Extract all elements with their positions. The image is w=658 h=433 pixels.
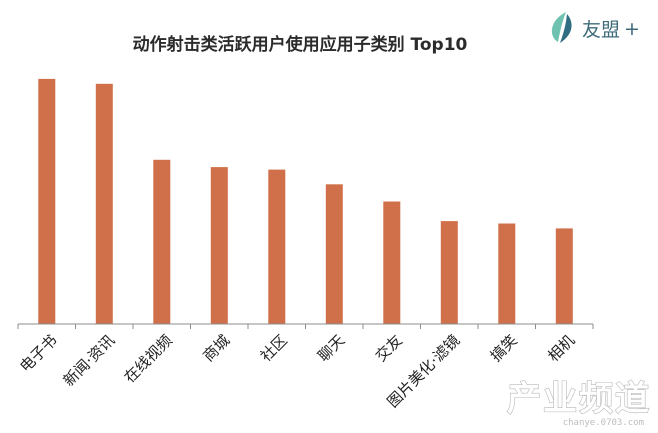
logo-wordmark: 友盟 (582, 19, 620, 41)
x-tick-label: 聊天 (314, 331, 348, 365)
bar-0 (38, 78, 56, 325)
watermark-url: chanye.0703.com (563, 418, 644, 428)
x-tick-label: 新闻·资讯 (60, 331, 119, 390)
x-axis (17, 323, 594, 329)
bar-6 (383, 201, 401, 324)
bar-2 (153, 159, 171, 324)
x-tick-label: 商城 (199, 331, 233, 365)
watermark: 产业频道 chanye.0703.com (506, 378, 651, 428)
x-tick-label: 交友 (372, 331, 406, 365)
bar-3 (210, 167, 228, 324)
watermark-text: 产业频道 (507, 379, 651, 419)
x-tick-label: 相机 (544, 331, 578, 365)
x-tick-label: 在线视频 (121, 331, 176, 386)
bar-7 (440, 221, 458, 324)
x-tick-label: 电子书 (16, 331, 61, 376)
x-tick-label: 社区 (257, 331, 291, 365)
leaf-logo-icon (551, 12, 572, 43)
bar-8 (498, 223, 516, 324)
x-tick-label: 搞笑 (487, 331, 521, 365)
bar-5 (325, 184, 343, 324)
brand-logo: 友盟 + (551, 12, 640, 43)
bar-9 (555, 228, 573, 324)
logo-plus: + (624, 18, 640, 40)
chart-title: 动作射击类活跃用户使用应用子类别 Top10 (133, 34, 468, 55)
bar-4 (268, 169, 286, 324)
bar-1 (95, 83, 113, 324)
bars (38, 78, 573, 325)
